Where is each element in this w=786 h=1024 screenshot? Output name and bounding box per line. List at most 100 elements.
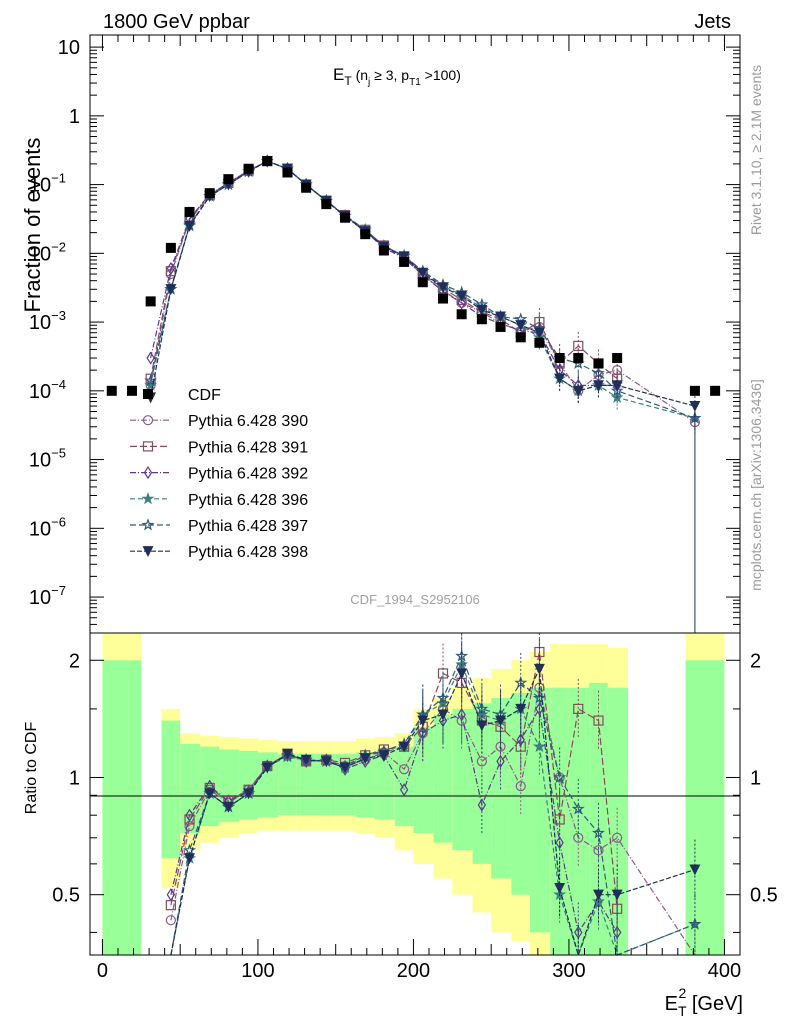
ratio-point bbox=[204, 788, 216, 800]
ratio-y-tick-label: 0.5 bbox=[52, 885, 80, 907]
header-left: 1800 GeV ppbar bbox=[103, 11, 250, 33]
green-band bbox=[685, 660, 725, 955]
data-point bbox=[456, 290, 468, 302]
y-tick-label: 10−5 bbox=[29, 446, 66, 472]
data-point bbox=[437, 282, 449, 294]
ratio-point bbox=[532, 691, 546, 704]
ratio-point bbox=[515, 703, 527, 715]
cdf-point bbox=[437, 293, 448, 304]
ratio-point bbox=[516, 733, 525, 747]
data-point bbox=[398, 251, 410, 263]
data-point bbox=[165, 284, 177, 296]
cdf-point bbox=[399, 256, 410, 267]
x-axis: 0 100 200 300 400 bbox=[97, 35, 741, 982]
ratio-point bbox=[399, 783, 409, 797]
ratio-point bbox=[455, 649, 469, 662]
ratio-point bbox=[571, 802, 585, 815]
ratio-y-tick-label-right: 1 bbox=[750, 767, 761, 789]
series-3 bbox=[146, 154, 622, 400]
cdf-point bbox=[456, 309, 467, 320]
ratio-point bbox=[535, 702, 544, 716]
cdf-point bbox=[534, 337, 545, 348]
y-tick-label: 10−2 bbox=[29, 239, 66, 265]
legend-entry: Pythia 6.428 391 bbox=[130, 439, 308, 456]
x-tick-label: 300 bbox=[552, 960, 585, 982]
ratio-point bbox=[495, 715, 506, 727]
legend-entry: Pythia 6.428 397 bbox=[130, 518, 308, 535]
cdf-point bbox=[126, 385, 137, 396]
green-band bbox=[491, 698, 512, 879]
upper-data-layer bbox=[106, 154, 721, 633]
green-band bbox=[296, 753, 318, 816]
ratio-point bbox=[378, 750, 390, 762]
ratio-point bbox=[222, 801, 234, 813]
cdf-point bbox=[321, 199, 332, 210]
y-tick-label: 10−4 bbox=[29, 377, 66, 403]
data-point bbox=[554, 373, 566, 385]
data-point bbox=[184, 220, 195, 232]
x-axis-label: ET2 [GeV] bbox=[665, 985, 743, 1019]
ratio-point bbox=[533, 663, 545, 675]
ratio-point bbox=[300, 754, 312, 766]
green-band bbox=[568, 687, 590, 955]
cdf-point bbox=[184, 206, 195, 217]
legend-marker bbox=[142, 546, 154, 558]
ratio-point bbox=[612, 832, 623, 843]
data-point bbox=[166, 261, 176, 276]
green-band bbox=[317, 753, 336, 816]
y-tick-label: 10−7 bbox=[29, 583, 66, 609]
green-band bbox=[413, 726, 434, 834]
cdf-point bbox=[710, 385, 721, 396]
green-band bbox=[530, 687, 551, 933]
ratio-point bbox=[359, 753, 371, 765]
cdf-point bbox=[106, 385, 117, 396]
data-point bbox=[457, 296, 466, 310]
y-tick-label: 10−1 bbox=[29, 171, 66, 197]
legend-entry-cdf: CDF bbox=[143, 387, 221, 404]
data-point bbox=[515, 320, 527, 332]
rivet-version-label: Rivet 3.1.10, ≥ 2.1M events bbox=[748, 65, 764, 235]
ratio-point bbox=[243, 788, 255, 800]
cdf-point bbox=[689, 385, 700, 396]
legend-entry: Pythia 6.428 392 bbox=[130, 466, 308, 483]
legend-label: Pythia 6.428 390 bbox=[188, 413, 308, 430]
ratio-point bbox=[457, 708, 466, 722]
cdf-point bbox=[593, 358, 604, 369]
ratio-y-tick-label: 1 bbox=[69, 767, 80, 789]
green-band bbox=[355, 752, 375, 818]
lower-plot-frame bbox=[89, 632, 741, 956]
cdf-point bbox=[165, 242, 176, 253]
x-tick-label: 400 bbox=[708, 960, 741, 982]
legend-marker bbox=[141, 518, 155, 531]
ratio-point bbox=[476, 720, 488, 732]
cdf-point bbox=[145, 296, 156, 307]
legend: CDF Pythia 6.428 390 Pythia 6.428 391 Pythi… bbox=[130, 387, 308, 561]
cdf-point bbox=[243, 163, 254, 174]
green-band bbox=[452, 708, 473, 851]
chart-title: ET (nj ≥ 3, pT1 >100) bbox=[333, 65, 461, 88]
y-tick-label: 10−3 bbox=[29, 308, 66, 334]
ratio-point bbox=[593, 889, 604, 901]
ratio-point bbox=[573, 832, 584, 843]
uncertainty-bands bbox=[102, 633, 725, 955]
legend-entry: Pythia 6.428 390 bbox=[130, 413, 308, 430]
ratio-point bbox=[261, 762, 273, 774]
cdf-point bbox=[417, 277, 428, 288]
green-band bbox=[335, 753, 356, 816]
ratio-point bbox=[183, 843, 197, 856]
y-axis-label: Fraction of events bbox=[20, 138, 45, 313]
ratio-point bbox=[555, 836, 564, 850]
legend-entry: Pythia 6.428 398 bbox=[130, 544, 308, 561]
green-band bbox=[278, 753, 297, 816]
ratio-point bbox=[496, 754, 505, 768]
cdf-series bbox=[106, 156, 721, 396]
cdf-point bbox=[515, 332, 526, 343]
cdf-point bbox=[554, 353, 565, 364]
x-tick-label: 0 bbox=[97, 960, 108, 982]
ratio-point bbox=[475, 702, 489, 715]
data-point bbox=[476, 304, 488, 316]
ratio-point bbox=[456, 668, 468, 680]
upper-y-axis: 10 1 10−1 10−2 10−3 10−4 10−5 10−6 10−7 bbox=[29, 37, 740, 634]
data-point bbox=[593, 380, 604, 392]
